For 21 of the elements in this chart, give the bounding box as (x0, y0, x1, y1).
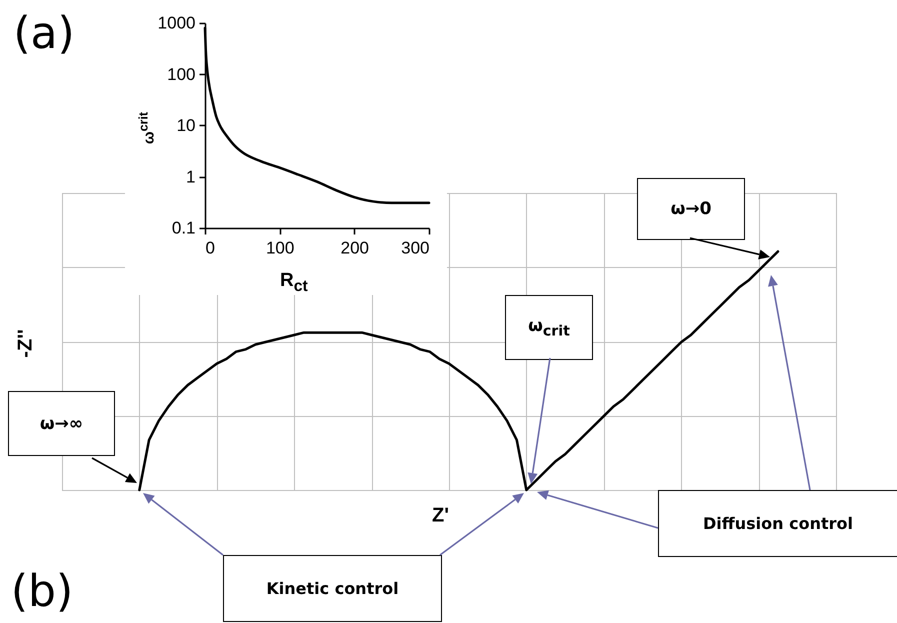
x-axis-title: R$_{ct}$ (280, 270, 308, 296)
x-tick-label: 200 (340, 238, 370, 258)
y-tick-label: 1000 (158, 14, 196, 32)
x-tick-label: 300 (401, 238, 430, 258)
annotation: ω→∞ (40, 414, 84, 434)
text: (a) (13, 8, 75, 58)
text-box: ω$_{crit}$ (505, 295, 593, 360)
y-tick-label: 0.1 (172, 218, 196, 238)
y-tick-label: 1 (186, 167, 196, 186)
x-tick-label: 0 (206, 238, 215, 258)
text: (b) (10, 566, 74, 616)
y-axis-title: -Z'' (14, 329, 36, 358)
text-box: Kinetic control (223, 555, 442, 622)
y-tick-label: 100 (167, 64, 196, 84)
text-box: ω→∞ (8, 391, 115, 456)
x-tick-label: 100 (266, 238, 294, 258)
text-box: Diffusion control (658, 490, 897, 557)
annotation: ω$_{crit}$ (528, 316, 570, 340)
y-tick-label: 10 (176, 116, 196, 135)
x-axis-title: Z' (432, 504, 449, 526)
text-box: ω→0 (637, 178, 745, 240)
